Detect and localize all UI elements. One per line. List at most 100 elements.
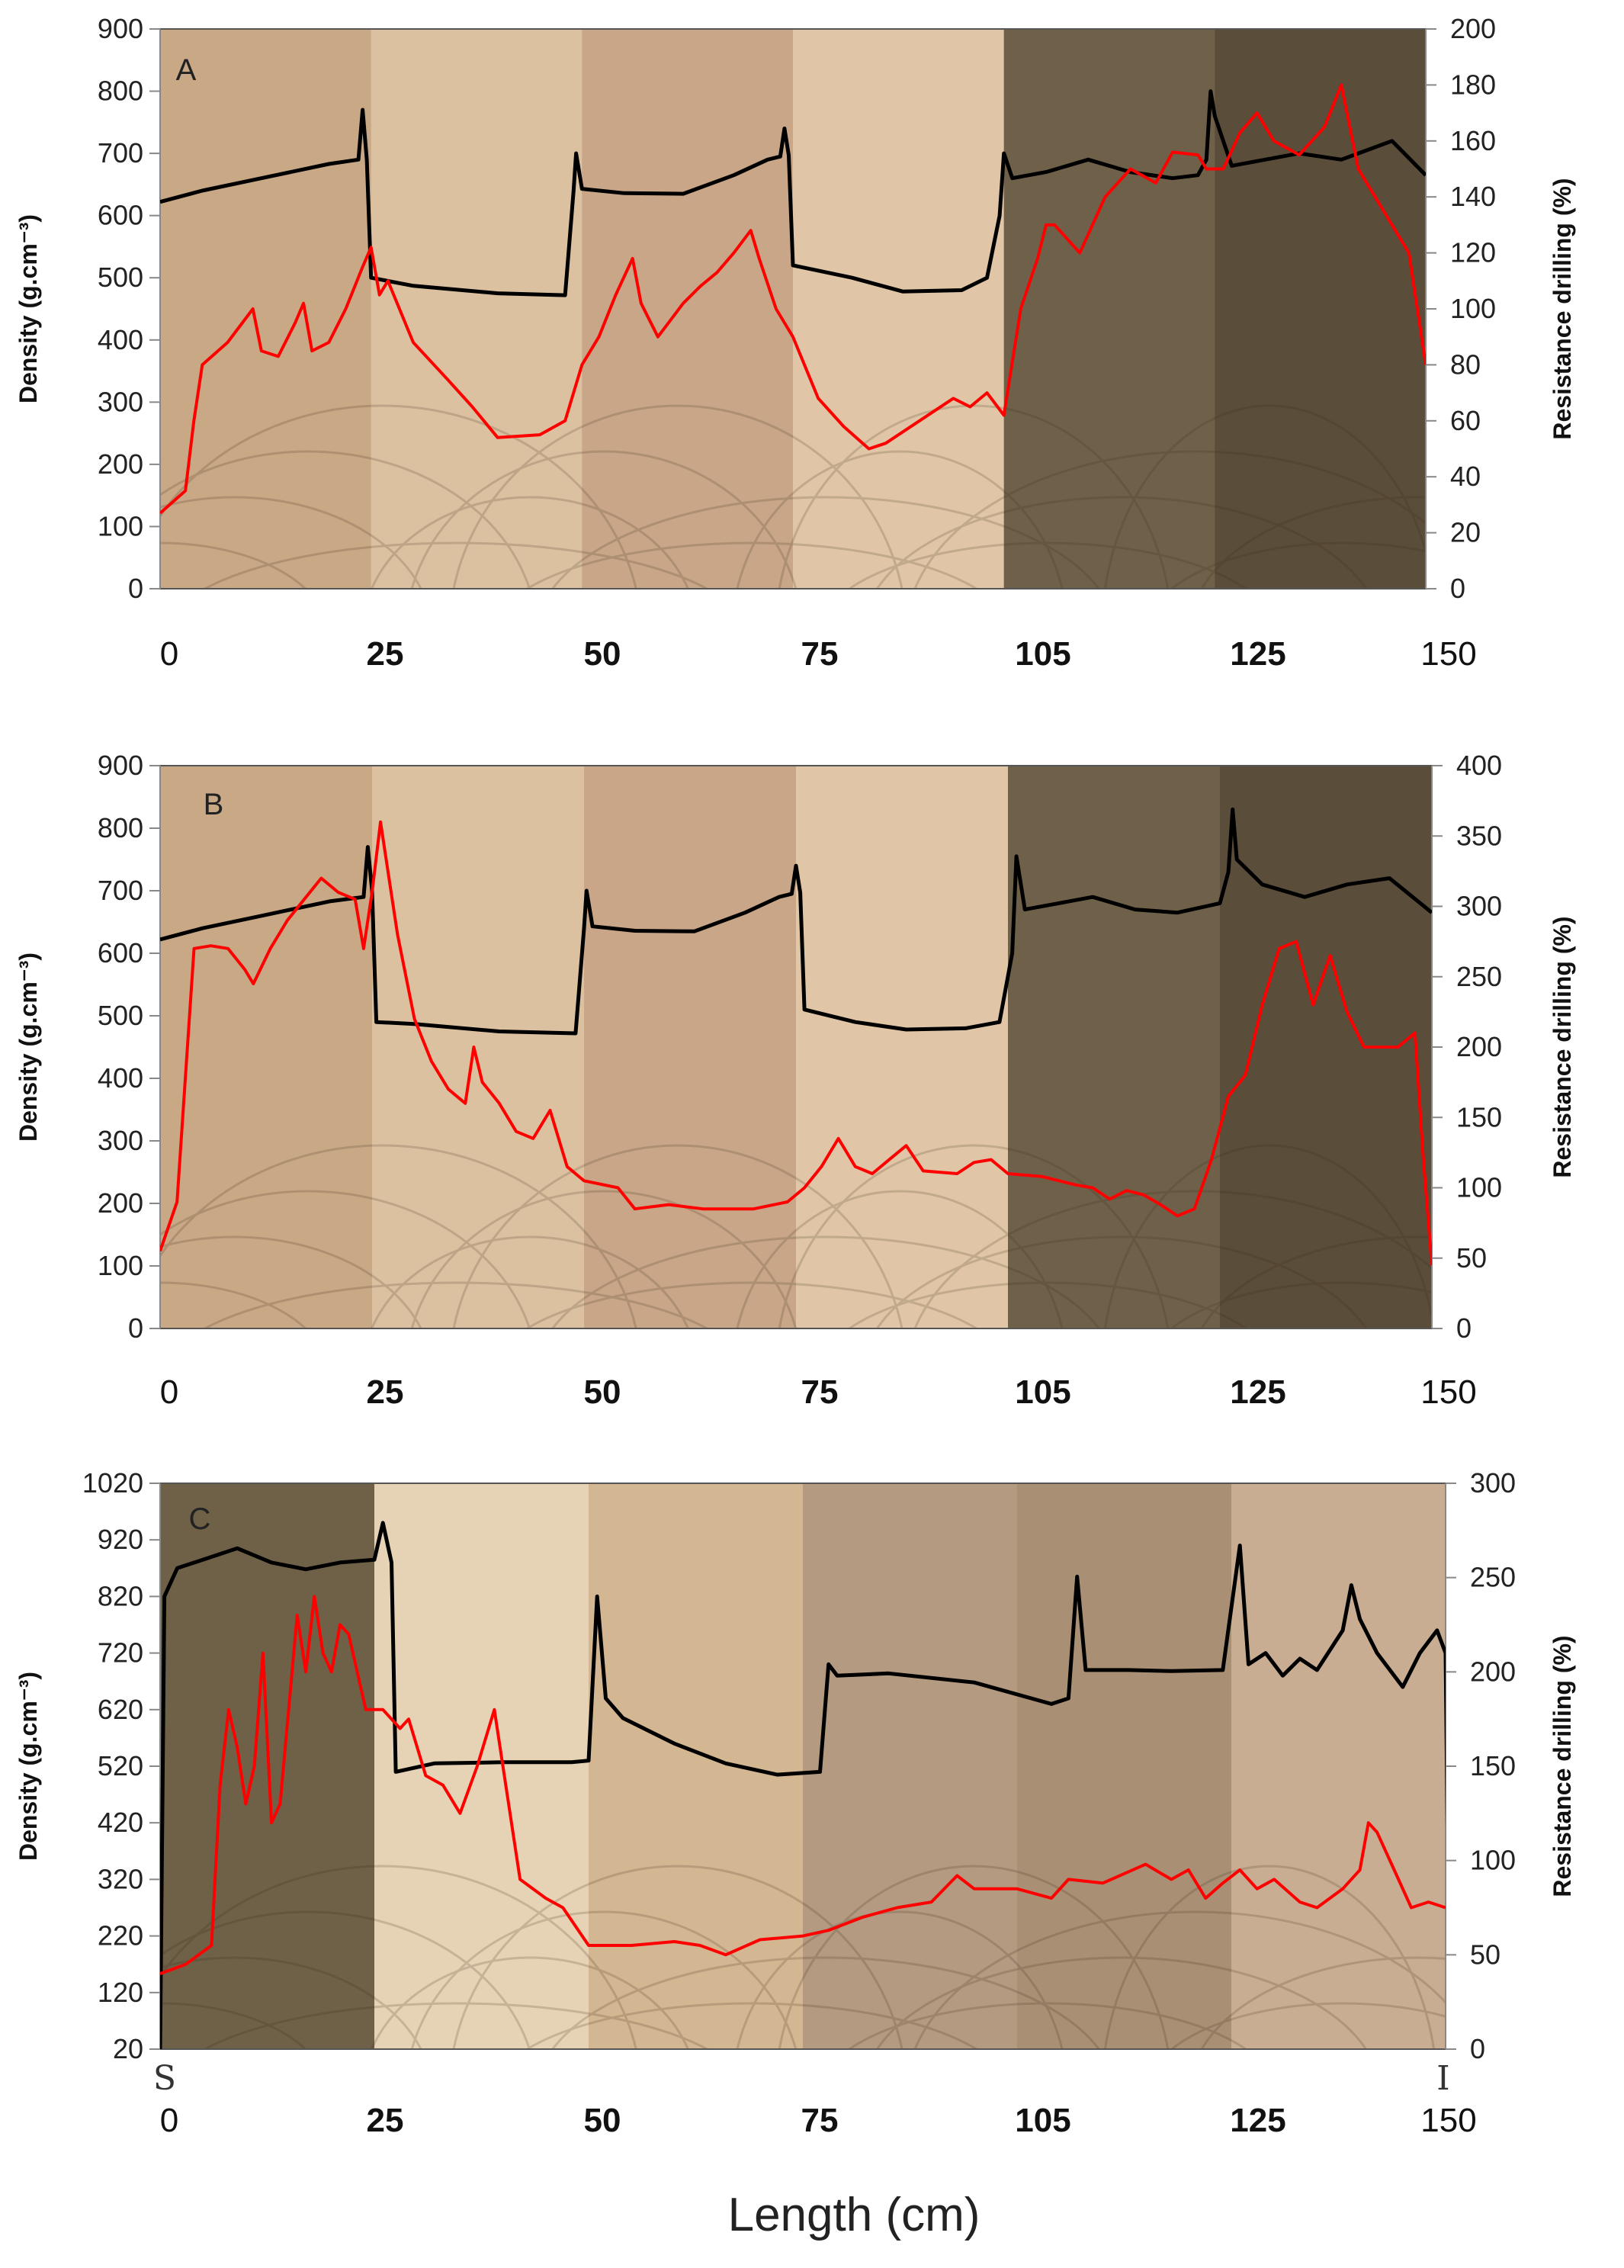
right-axis-title: Resistance drilling (%) (1549, 1635, 1576, 1897)
left-tick-label: 620 (98, 1694, 143, 1725)
right-tick-label: 0 (1450, 573, 1465, 604)
left-tick-label: 20 (113, 2033, 143, 2064)
wood-segment (160, 766, 373, 1328)
right-axis-title: Resistance drilling (%) (1549, 178, 1576, 439)
x-tick-label: 150 (1420, 635, 1476, 673)
x-tick-label: 75 (801, 2102, 839, 2139)
right-tick-label: 160 (1450, 125, 1496, 156)
x-tick-label: 125 (1230, 1373, 1285, 1411)
left-tick-label: 900 (98, 750, 143, 781)
right-tick-label: 250 (1456, 961, 1502, 992)
wood-segment (1231, 1483, 1446, 2049)
right-axis-title: Resistance drilling (%) (1549, 916, 1576, 1177)
right-tick-label: 250 (1470, 1562, 1516, 1593)
left-tick-label: 100 (98, 510, 143, 541)
right-tick-label: 80 (1450, 349, 1481, 380)
left-tick-label: 200 (98, 448, 143, 480)
left-tick-label: 400 (98, 324, 143, 355)
right-tick-label: 100 (1456, 1172, 1502, 1203)
start-marker-label: S (153, 2059, 176, 2098)
left-tick-label: 920 (98, 1524, 143, 1555)
left-tick-label: 0 (128, 1312, 143, 1344)
left-tick-label: 120 (98, 1977, 143, 2008)
right-tick-label: 0 (1456, 1312, 1472, 1344)
wood-segment (374, 1483, 589, 2049)
left-tick-label: 600 (98, 200, 143, 231)
right-tick-label: 150 (1456, 1101, 1502, 1132)
left-axis-title: Density (g.cm⁻³) (14, 214, 42, 403)
x-tick-label: 105 (1015, 1373, 1070, 1411)
right-tick-label: 40 (1450, 461, 1481, 492)
left-tick-label: 220 (98, 1920, 143, 1952)
left-tick-label: 200 (98, 1187, 143, 1219)
x-tick-label: 125 (1230, 635, 1285, 673)
left-tick-label: 1020 (82, 1467, 143, 1499)
x-tick-label: 0 (160, 635, 178, 673)
wood-segment (584, 766, 797, 1328)
left-tick-label: 700 (98, 137, 143, 169)
right-tick-label: 100 (1470, 1845, 1516, 1876)
resistance-line (160, 1595, 1446, 1975)
wood-segment (1008, 766, 1221, 1328)
right-tick-label: 60 (1450, 405, 1481, 436)
wood-segment (160, 29, 372, 589)
right-tick-label: 200 (1456, 1031, 1502, 1062)
left-tick-label: 100 (98, 1250, 143, 1281)
x-tick-label: 150 (1420, 1373, 1476, 1411)
right-tick-label: 140 (1450, 181, 1496, 212)
x-tick-label: 25 (367, 635, 404, 673)
right-tick-label: 400 (1456, 750, 1502, 781)
left-tick-label: 300 (98, 386, 143, 417)
x-tick-label: 105 (1015, 635, 1070, 673)
x-tick-label: 50 (584, 2102, 621, 2139)
left-axis-title: Density (g.cm⁻³) (14, 1672, 42, 1861)
wood-grain (160, 404, 1426, 589)
density-line (160, 807, 1432, 1036)
wood-segment (796, 766, 1009, 1328)
wood-segment (372, 766, 585, 1328)
right-tick-label: 200 (1450, 13, 1496, 44)
right-tick-label: 50 (1470, 1939, 1500, 1970)
x-tick-label: 150 (1420, 2102, 1476, 2139)
left-tick-label: 400 (98, 1062, 143, 1094)
resistance-line (160, 820, 1432, 1266)
right-tick-label: 350 (1456, 820, 1502, 851)
x-tick-label: 75 (801, 1373, 839, 1411)
x-tick-label: 50 (584, 635, 621, 673)
right-tick-label: 300 (1470, 1467, 1516, 1499)
left-tick-label: 0 (128, 573, 143, 604)
left-tick-label: 820 (98, 1580, 143, 1611)
density-line (160, 1521, 1446, 2049)
density-line (160, 89, 1426, 297)
wood-segment (793, 29, 1005, 589)
wood-segment (582, 29, 794, 589)
left-tick-label: 420 (98, 1807, 143, 1838)
right-tick-label: 150 (1470, 1750, 1516, 1781)
x-tick-label: 25 (367, 2102, 404, 2139)
left-tick-label: 800 (98, 812, 143, 843)
panel-label: C (189, 1502, 211, 1536)
left-axis-title: Density (g.cm⁻³) (14, 952, 42, 1142)
x-tick-label: 0 (160, 1373, 178, 1411)
wood-segment (1017, 1483, 1232, 2049)
wood-segment (1215, 29, 1427, 589)
right-tick-label: 0 (1470, 2033, 1485, 2064)
x-tick-label: 25 (367, 1373, 404, 1411)
wood-segment (803, 1483, 1018, 2049)
right-tick-label: 120 (1450, 237, 1496, 268)
wood-grain (160, 1144, 1432, 1328)
x-tick-label: 105 (1015, 2102, 1070, 2139)
left-tick-label: 700 (98, 875, 143, 906)
panel-c: 20 120 220 320 420 520 620 720 820 920 1020 Density… (14, 1467, 1576, 2139)
panel-label: A (176, 53, 197, 87)
left-tick-label: 520 (98, 1750, 143, 1781)
right-tick-label: 200 (1470, 1656, 1516, 1687)
left-tick-label: 900 (98, 13, 143, 44)
wood-segment (589, 1483, 804, 2049)
right-tick-label: 100 (1450, 293, 1496, 324)
end-marker-label: I (1436, 2059, 1449, 2098)
left-tick-label: 320 (98, 1863, 143, 1894)
left-tick-label: 300 (98, 1125, 143, 1156)
